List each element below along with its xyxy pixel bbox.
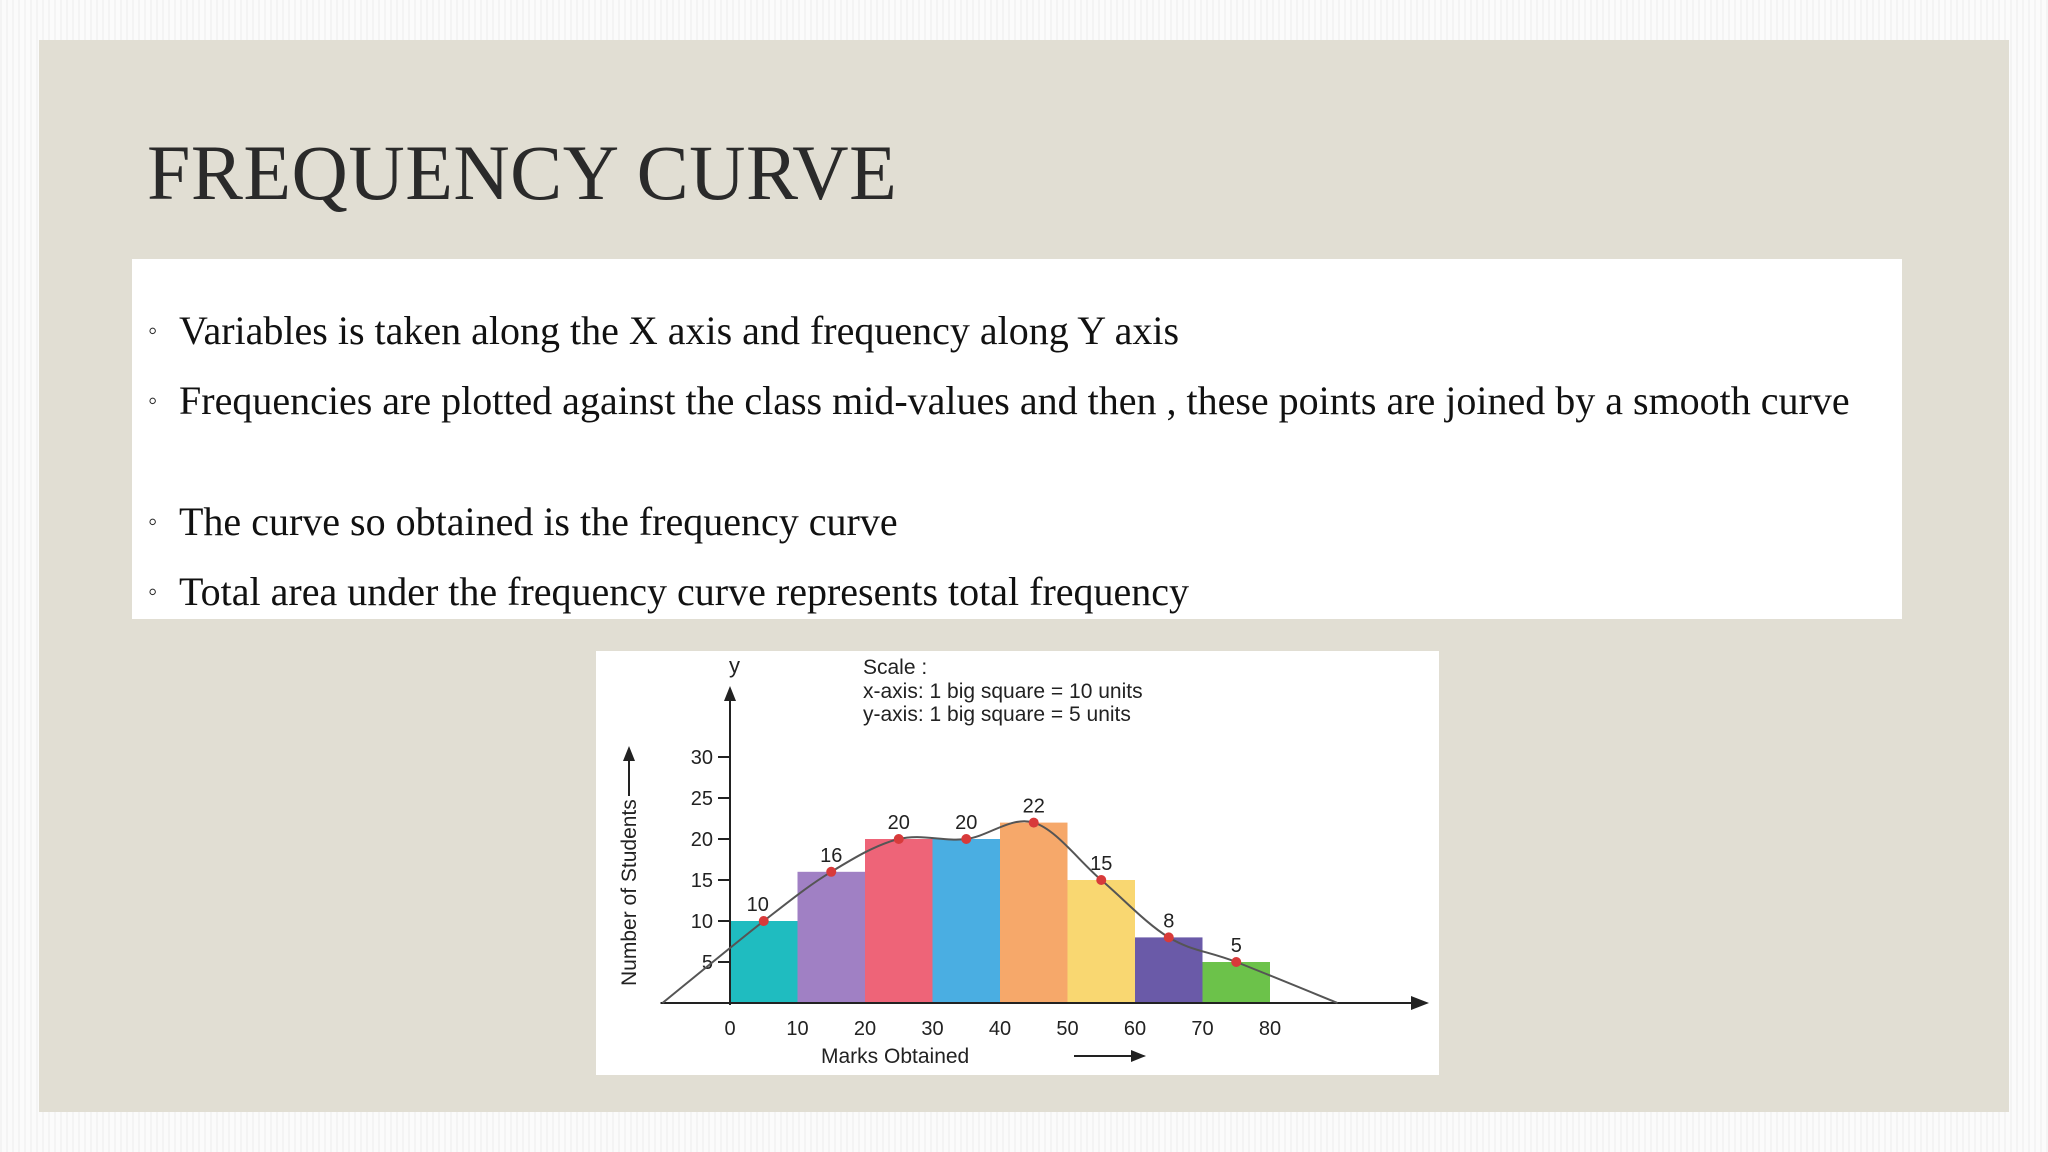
curve-point	[1096, 875, 1107, 885]
x-label-arrow	[1074, 1050, 1146, 1062]
histogram-bar	[865, 839, 933, 1003]
x-tick-label: 70	[1191, 1018, 1213, 1040]
histogram-bar	[797, 871, 865, 1003]
bullet-marker-icon: ◦	[148, 316, 158, 345]
curve-point	[1028, 817, 1039, 828]
bar-value-label: 15	[1090, 853, 1112, 875]
histogram-bar	[1067, 880, 1135, 1003]
bullet-box: ◦ Variables is taken along the X axis an…	[132, 259, 1902, 619]
scale-y-note: y-axis: 1 big square = 5 units	[863, 703, 1131, 726]
bullet-text: The curve so obtained is the frequency c…	[179, 499, 898, 544]
slide: FREQUENCY CURVE ◦ Variables is taken alo…	[39, 40, 2009, 1112]
y-tick-label: 25	[691, 788, 713, 810]
curve-point	[1163, 932, 1174, 943]
y-label-arrow	[623, 746, 635, 796]
y-axis-arrowhead	[724, 686, 736, 701]
x-tick-label: 10	[786, 1018, 808, 1040]
frequency-curve-line	[661, 820, 1338, 1004]
x-tick-label: 0	[724, 1018, 735, 1040]
x-tick-label: 20	[854, 1018, 876, 1040]
y-tick-label: 30	[691, 747, 713, 769]
bar-value-label: 16	[820, 845, 842, 867]
bar-value-label: 10	[747, 894, 769, 916]
bullet-text: Variables is taken along the X axis and …	[179, 308, 1180, 353]
y-axis-letter: y	[729, 653, 740, 678]
slide-title: FREQUENCY CURVE	[147, 129, 898, 216]
curve-point	[961, 834, 972, 844]
x-tick-label: 30	[921, 1018, 943, 1040]
x-tick-label: 60	[1124, 1018, 1146, 1040]
bullet-marker-icon: ◦	[148, 386, 158, 415]
bullet-marker-icon: ◦	[148, 507, 158, 536]
curve-point	[758, 916, 769, 926]
frequency-curve-figure: Scale : x-axis: 1 big square = 10 units …	[596, 651, 1439, 1075]
bullet-text: Total area under the frequency curve rep…	[179, 569, 1190, 614]
histogram-bar	[1000, 822, 1068, 1003]
bar-value-label: 5	[1231, 935, 1242, 957]
x-tick-label: 80	[1259, 1018, 1281, 1040]
x-tick-label: 40	[989, 1018, 1011, 1040]
scale-x-note: x-axis: 1 big square = 10 units	[863, 680, 1143, 703]
y-axis-label: Number of Students	[618, 799, 641, 986]
y-tick-label: 15	[691, 870, 713, 892]
bar-value-label: 20	[888, 812, 910, 834]
bar-value-label: 20	[955, 812, 977, 834]
curve-point	[1231, 957, 1242, 967]
y-tick-label: 10	[691, 911, 713, 933]
x-axis-arrowhead	[1411, 996, 1429, 1010]
scale-title: Scale :	[863, 656, 927, 679]
bullet-marker-icon: ◦	[148, 577, 158, 606]
bar-value-label: 8	[1163, 910, 1174, 932]
curve-point	[826, 866, 837, 877]
histogram-bar	[932, 839, 1000, 1003]
y-tick-label: 20	[691, 829, 713, 851]
histogram-bar	[730, 921, 798, 1003]
bullet-text: Frequencies are plotted against the clas…	[179, 378, 1850, 423]
bar-value-label: 22	[1023, 796, 1045, 818]
x-tick-label: 50	[1056, 1018, 1078, 1040]
frequency-curve-chart: Scale : x-axis: 1 big square = 10 units …	[618, 653, 1429, 1068]
x-axis-label: Marks Obtained	[821, 1045, 969, 1068]
histogram-bar	[1202, 962, 1270, 1003]
y-tick-label: 5	[702, 952, 713, 974]
curve-point	[893, 834, 904, 844]
